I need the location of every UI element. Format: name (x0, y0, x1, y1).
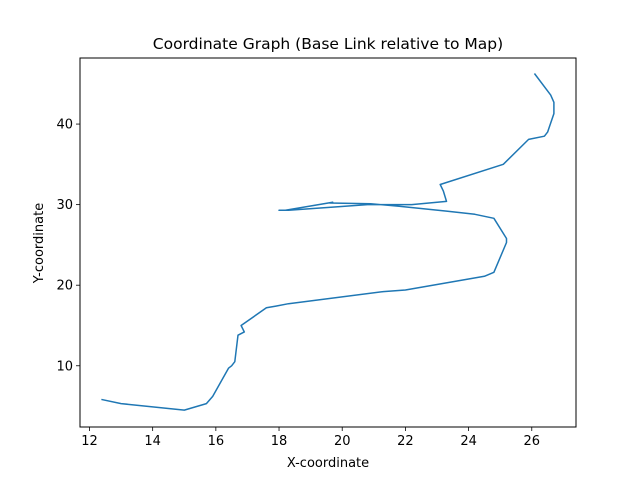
y-tick-label: 10 (56, 359, 73, 374)
x-tick-label: 20 (334, 434, 351, 449)
x-tick-label: 16 (208, 434, 225, 449)
series-line-0 (101, 73, 555, 411)
x-axis: 12 14 16 18 20 22 24 26 (81, 427, 540, 449)
plot-frame (79, 57, 577, 428)
y-axis-label: Y-coordinate (32, 203, 47, 284)
plot-background (80, 58, 576, 427)
y-tick-label: 40 (56, 118, 73, 133)
x-tick-label: 14 (144, 434, 161, 449)
series-layer (101, 73, 555, 411)
plot-area (79, 57, 577, 428)
x-tick-label: 24 (460, 434, 477, 449)
x-tick-label: 18 (271, 434, 288, 449)
x-tick-label: 22 (397, 434, 414, 449)
y-tick-label: 20 (56, 279, 73, 294)
x-axis-label: X-coordinate (287, 456, 369, 471)
chart-title: Coordinate Graph (Base Link relative to … (153, 35, 503, 53)
x-tick-label: 12 (81, 434, 98, 449)
y-axis: 10 20 30 40 (56, 118, 80, 374)
y-tick-label: 30 (56, 198, 73, 213)
x-tick-label: 26 (523, 434, 540, 449)
